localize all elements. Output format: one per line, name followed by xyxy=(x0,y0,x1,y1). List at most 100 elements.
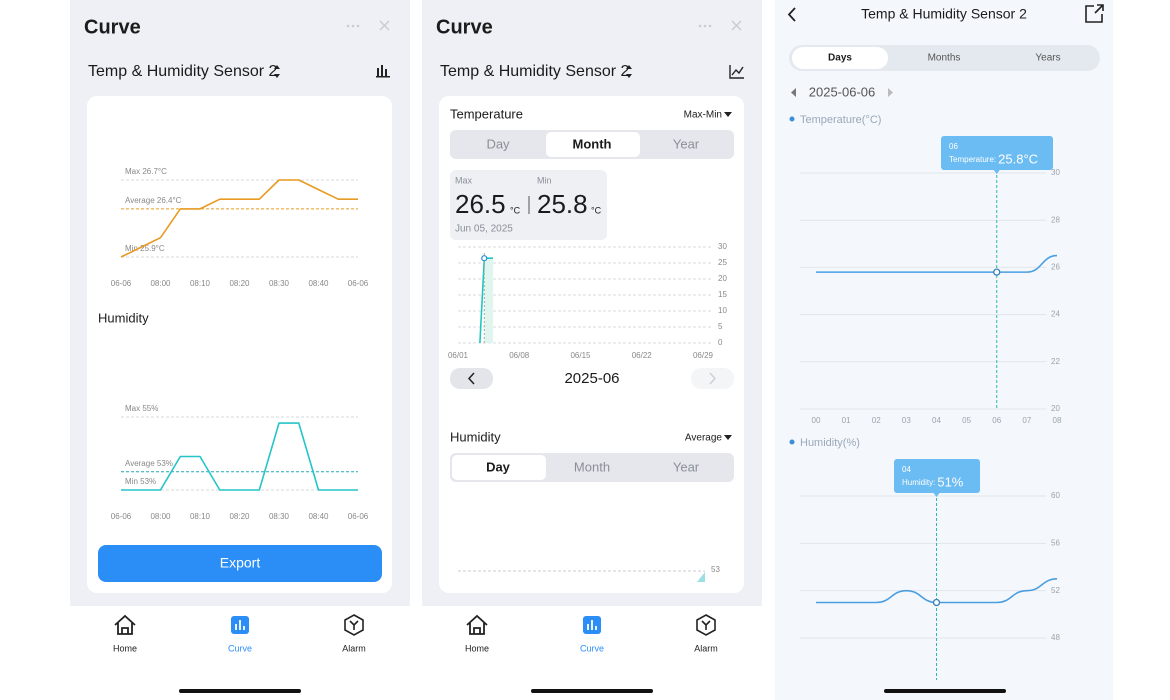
tab-label[interactable]: Curve xyxy=(580,643,604,653)
segment-selected xyxy=(452,455,546,480)
data-point xyxy=(993,268,1001,276)
x-tick-label: 07 xyxy=(1022,416,1031,425)
x-tick-label: 06/22 xyxy=(632,351,653,360)
close-button[interactable] xyxy=(379,20,390,31)
chart-type-button[interactable] xyxy=(729,65,744,79)
mode-select[interactable]: Max-Min xyxy=(684,110,722,121)
export-label[interactable]: Export xyxy=(220,555,261,571)
next-month-button[interactable] xyxy=(691,368,734,389)
segment[interactable]: Year xyxy=(673,136,700,151)
legend-dot xyxy=(789,116,795,122)
x-tick-label: 08:10 xyxy=(190,279,211,288)
y-tick-label: 5 xyxy=(718,322,723,331)
card xyxy=(87,96,392,593)
x-tick-label: 06-06 xyxy=(348,279,369,288)
phone-2: Curve Temp & Humidity Sensor 2 Temperatu… xyxy=(422,0,762,700)
month-label: 2025-06 xyxy=(564,370,619,387)
home-indicator xyxy=(884,689,1006,693)
segment[interactable]: Year xyxy=(673,459,700,474)
device-name[interactable]: Temp & Humidity Sensor 2 xyxy=(440,63,630,80)
y-tick-label: 0 xyxy=(718,338,723,347)
page-title: Curve xyxy=(436,16,493,38)
prev-month-button[interactable] xyxy=(450,368,493,389)
data-line xyxy=(121,422,358,491)
chevron-right xyxy=(709,372,717,385)
x-tick-label: 08 xyxy=(1053,416,1062,425)
y-tick-label: 60 xyxy=(1051,491,1060,500)
tab-label[interactable]: Alarm xyxy=(694,643,718,653)
alarm-icon[interactable] xyxy=(696,614,716,636)
data-point xyxy=(932,598,941,607)
reference-label: Max 26.7°C xyxy=(125,167,167,176)
y-tick-label: 28 xyxy=(1051,215,1060,224)
segment[interactable]: Months xyxy=(928,53,961,64)
x-tick-label: 03 xyxy=(902,416,911,425)
tooltip-value: 51% xyxy=(937,474,963,489)
section-title: Temperature xyxy=(450,106,523,121)
date-label: 2025-06-06 xyxy=(809,84,876,99)
home-indicator xyxy=(531,689,653,693)
segment[interactable]: Month xyxy=(574,459,610,474)
mode-select[interactable]: Average xyxy=(685,433,723,444)
segment[interactable]: Day xyxy=(486,136,510,151)
humidity-chart: 60 56 52 48 04 Humidity: 51% xyxy=(800,459,1060,680)
dropdown-arrow xyxy=(724,435,732,440)
readout-value: 25.8 xyxy=(537,189,588,219)
y-tick-label: 15 xyxy=(718,290,727,299)
segment[interactable]: Days xyxy=(828,53,852,64)
x-tick-label: 06-06 xyxy=(111,279,132,288)
section-title: Humidity xyxy=(450,429,501,444)
tab-label[interactable]: Alarm xyxy=(342,643,366,653)
segment[interactable]: Month xyxy=(573,136,612,151)
x-tick-label: 00 xyxy=(812,416,821,425)
readout-value: 26.5 xyxy=(455,189,506,219)
y-tick-label: 25 xyxy=(718,258,727,267)
range-band xyxy=(484,259,493,343)
share-button[interactable] xyxy=(1085,4,1104,23)
readout-date: Jun 05, 2025 xyxy=(455,224,513,235)
more-button[interactable] xyxy=(698,24,712,28)
y-tick-label: 56 xyxy=(1051,538,1060,547)
device-switch[interactable] xyxy=(626,65,632,78)
next-date-button[interactable] xyxy=(888,88,893,97)
export-button[interactable] xyxy=(98,545,382,582)
temperature-chart: 30 28 26 24 22 20 00 01 02 03 04 05 06 07 08 06 Temperat… xyxy=(800,136,1062,425)
legend-label: Humidity(%) xyxy=(800,437,860,449)
tooltip-x: 06 xyxy=(949,142,958,151)
alarm-icon[interactable] xyxy=(344,614,364,636)
chart-type-button[interactable] xyxy=(376,65,390,78)
tab-label[interactable]: Curve xyxy=(228,643,252,653)
section-title: Humidity xyxy=(98,310,149,325)
y-tick-label: 48 xyxy=(1051,633,1060,642)
segment-selected xyxy=(546,132,640,157)
chevron-left xyxy=(467,372,475,385)
temperature-chart: 0 5 10 15 20 25 30 06/01 06/08 06/15 06/22 06/29 xyxy=(448,242,727,360)
screen-bg xyxy=(775,0,1113,700)
x-tick-label: 06/29 xyxy=(693,351,714,360)
home-icon[interactable] xyxy=(466,614,488,635)
tab-label[interactable]: Home xyxy=(465,643,489,653)
device-name[interactable]: Temp & Humidity Sensor 2 xyxy=(88,63,278,80)
x-tick-label: 05 xyxy=(962,416,971,425)
dropdown-arrow xyxy=(724,112,732,117)
back-button[interactable] xyxy=(787,7,796,22)
tab-bar: Home Curve Alarm xyxy=(70,606,410,700)
close-button[interactable] xyxy=(731,20,742,31)
segment[interactable]: Years xyxy=(1035,53,1060,64)
tooltip-name: Humidity: xyxy=(902,478,935,487)
x-tick-label: 06 xyxy=(992,416,1001,425)
prev-date-button[interactable] xyxy=(791,88,796,97)
home-icon[interactable] xyxy=(114,614,136,635)
x-tick-label: 04 xyxy=(932,416,941,425)
tab-label[interactable]: Home xyxy=(113,643,137,653)
x-tick-label: 08:40 xyxy=(308,279,329,288)
device-switch[interactable] xyxy=(274,65,280,78)
readout-unit: °C xyxy=(510,205,521,215)
x-tick-label: 06/01 xyxy=(448,351,469,360)
x-tick-label: 08:00 xyxy=(150,279,171,288)
humidity-chart: Max 55% Average 53% Min 53% 06-06 08:00 08:10… xyxy=(111,404,369,521)
more-button[interactable] xyxy=(346,24,360,28)
y-tick-label: 10 xyxy=(718,306,727,315)
readout-caption: Min xyxy=(537,175,552,185)
segment[interactable]: Day xyxy=(486,459,511,474)
